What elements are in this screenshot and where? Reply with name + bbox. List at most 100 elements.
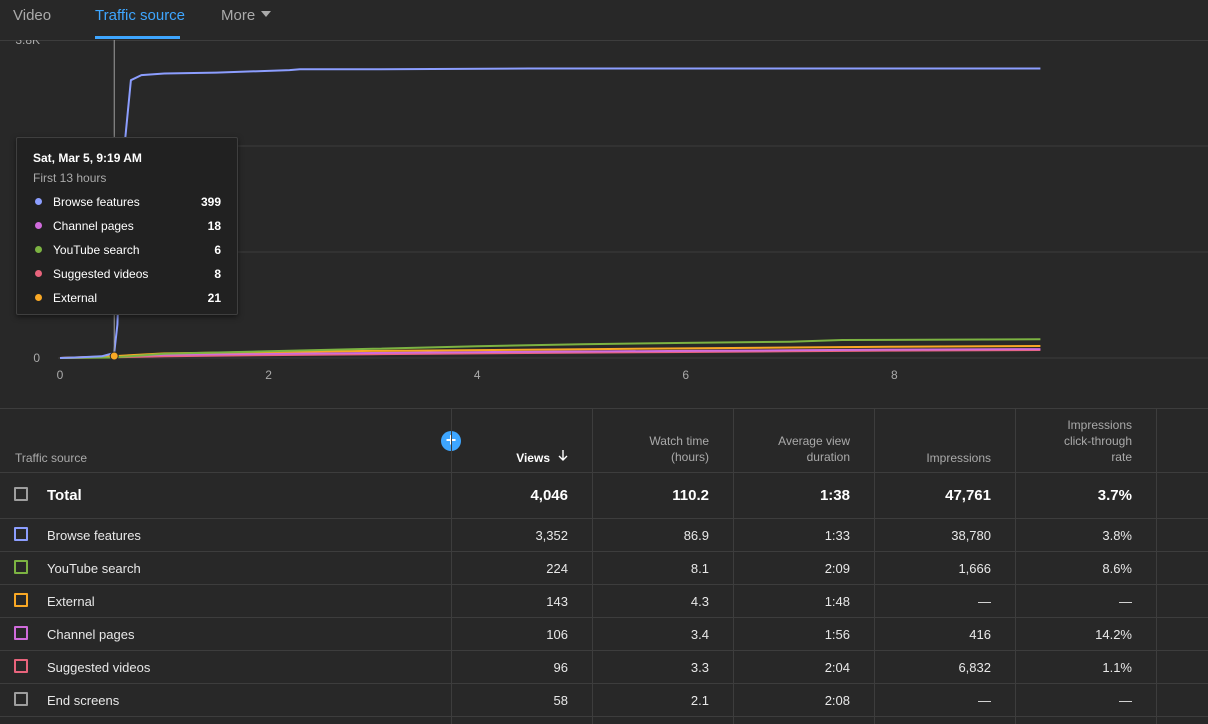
cell-impressions: 38,780 — [951, 527, 991, 543]
tooltip-row-value: 6 — [214, 243, 221, 257]
cell-avd: 1:38 — [819, 486, 850, 504]
row-checkbox[interactable] — [14, 560, 28, 574]
cell-watch: 8.1 — [690, 560, 709, 576]
table-header: Traffic source + Views Watch time (hours… — [0, 408, 1208, 473]
header-ctr[interactable]: Impressions click-through rate — [1064, 417, 1132, 465]
row-checkbox[interactable] — [14, 659, 28, 673]
header-views-label: Views — [516, 451, 550, 465]
traffic-source-chart[interactable]: 3.8K 0 0 2 4 6 8 — [0, 40, 1208, 408]
header-watch-time-line2: (hours) — [670, 450, 709, 464]
row-source-name: YouTube search — [47, 560, 141, 576]
tooltip-row-value: 399 — [200, 195, 221, 209]
cell-watch: 2.1 — [690, 692, 709, 708]
cell-impressions: 1,666 — [958, 560, 991, 576]
tab-video[interactable]: Video — [13, 7, 52, 24]
tooltip-row-name: Channel pages — [53, 219, 134, 233]
x-tick-label: 0 — [57, 368, 64, 382]
chart-series — [59, 67, 1041, 359]
table-row[interactable]: Suggested videos 96 3.3 2:04 6,832 1.1% — [0, 651, 1208, 684]
header-impressions[interactable]: Impressions — [926, 451, 991, 465]
legend-dot-icon — [35, 246, 42, 253]
cell-views: 106 — [546, 626, 568, 642]
cell-avd: 1:33 — [824, 527, 850, 543]
legend-dot-icon — [35, 294, 42, 301]
cell-ctr: 1.1% — [1102, 659, 1132, 675]
cell-views: 224 — [546, 560, 568, 576]
cell-watch: 4.3 — [690, 593, 709, 609]
chart-tooltip: Sat, Mar 5, 9:19 AM First 13 hours Brows… — [16, 137, 238, 315]
cell-avd: 1:48 — [824, 593, 850, 609]
tab-traffic-source[interactable]: Traffic source — [95, 7, 186, 24]
header-views[interactable]: Views — [516, 450, 568, 466]
cell-impressions: 47,761 — [945, 486, 991, 504]
cell-watch: 110.2 — [672, 486, 709, 504]
row-source-name: Browse features — [47, 527, 141, 543]
table-row[interactable]: YouTube search 224 8.1 2:09 1,666 8.6% — [0, 552, 1208, 585]
chart-labels: 3.8K 0 0 2 4 6 8 — [15, 40, 898, 382]
tooltip-row: YouTube search 6 — [33, 242, 221, 258]
series-line — [59, 67, 1041, 359]
tooltip-row-value: 8 — [214, 267, 221, 281]
column-divider — [1156, 408, 1157, 724]
legend-dot-icon — [35, 198, 42, 205]
cell-watch: 86.9 — [683, 527, 709, 543]
cell-views: 3,352 — [535, 527, 568, 543]
cell-watch: 3.4 — [690, 626, 709, 642]
tooltip-row: Browse features 399 — [33, 194, 221, 210]
legend-dot-icon — [35, 222, 42, 229]
table-row[interactable]: External 143 4.3 1:48 — — — [0, 585, 1208, 618]
header-traffic-source[interactable]: Traffic source — [15, 451, 88, 465]
tooltip-row-name: Suggested videos — [53, 267, 149, 281]
hover-point-external — [109, 351, 119, 361]
tooltip-row-name: External — [53, 291, 98, 305]
legend-dot-icon — [35, 270, 42, 277]
row-checkbox[interactable] — [14, 487, 28, 501]
header-average-view-duration[interactable]: Average view duration — [778, 433, 850, 465]
table-row[interactable]: End screens 58 2.1 2:08 — — — [0, 684, 1208, 717]
column-divider — [592, 408, 593, 724]
cell-impressions: 6,832 — [958, 659, 991, 675]
cell-avd: 1:56 — [824, 626, 850, 642]
cell-ctr: 8.6% — [1102, 560, 1132, 576]
series-line — [59, 338, 1041, 359]
column-divider — [874, 408, 875, 724]
column-divider — [733, 408, 734, 724]
tab-more-label: More — [221, 7, 256, 24]
cell-avd: 2:09 — [824, 560, 850, 576]
cell-avd: 2:08 — [824, 692, 850, 708]
x-tick-label: 4 — [474, 368, 481, 382]
tab-more[interactable]: More — [221, 7, 272, 24]
y-tick-bottom: 0 — [33, 351, 40, 365]
table-row[interactable]: Channel pages 106 3.4 1:56 416 14.2% — [0, 618, 1208, 651]
cell-views: 58 — [553, 692, 568, 708]
x-tick-label: 6 — [682, 368, 689, 382]
arrow-down-icon — [558, 450, 568, 466]
cell-avd: 2:04 — [824, 659, 850, 675]
table-total-row[interactable]: Total 4,046 110.2 1:38 47,761 3.7% — [0, 472, 1208, 519]
row-source-name: Total — [47, 486, 82, 504]
row-checkbox[interactable] — [14, 593, 28, 607]
tooltip-date: Sat, Mar 5, 9:19 AM — [33, 151, 142, 165]
header-watch-time[interactable]: Watch time (hours) — [649, 433, 709, 465]
tab-bar: Video Traffic source More — [0, 0, 1208, 41]
row-checkbox[interactable] — [14, 626, 28, 640]
row-checkbox[interactable] — [14, 692, 28, 706]
cell-impressions: 416 — [969, 626, 991, 642]
chart-grid — [58, 40, 1208, 359]
row-checkbox[interactable] — [14, 527, 28, 541]
column-divider — [451, 408, 452, 724]
tooltip-row-value: 18 — [207, 219, 221, 233]
header-watch-time-line1: Watch time — [649, 434, 709, 448]
cell-ctr: 3.7% — [1097, 486, 1132, 504]
cell-ctr: 14.2% — [1095, 626, 1132, 642]
table-row[interactable]: Browse features 3,352 86.9 1:33 38,780 3.8% — [0, 519, 1208, 552]
tooltip-row-name: YouTube search — [53, 243, 140, 257]
cell-views: 96 — [553, 659, 568, 675]
header-ctr-line1: Impressions — [1067, 418, 1132, 432]
row-source-name: External — [47, 593, 95, 609]
row-source-name: Suggested videos — [47, 659, 151, 675]
y-tick-top: 3.8K — [15, 40, 40, 47]
cell-ctr: — — [1119, 593, 1132, 609]
tooltip-row: External 21 — [33, 290, 221, 306]
cell-impressions: — — [978, 593, 991, 609]
